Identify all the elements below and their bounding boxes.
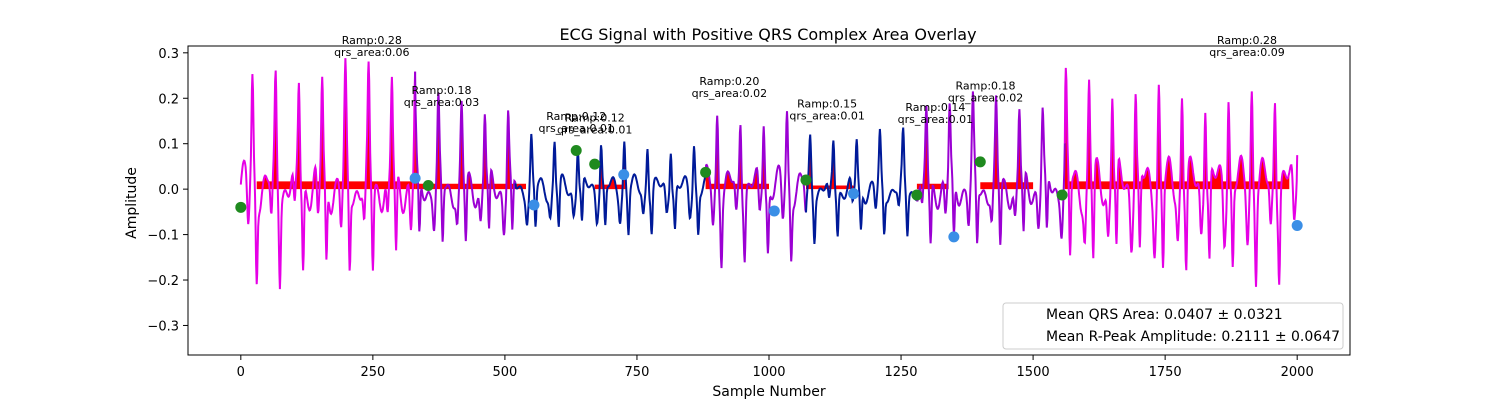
offset-marker-6 [1291,219,1303,231]
x-tick-label-1: 250 [360,365,385,380]
legend-box [1002,302,1344,350]
onset-marker-2 [570,145,582,157]
qrs-annotations: Ramp:0.28 qrs_area:0.06 Ramp:0.18 qrs_area:… [334,34,1285,136]
onset-marker-6 [911,189,923,201]
signal-segment-3 [704,111,807,269]
signal-segment-5 [915,91,1066,245]
onset-marker-0 [235,201,247,213]
qrs-annotation-3: Ramp:0.12 qrs_area:0.01 [557,111,632,136]
offset-marker-5 [948,231,960,243]
x-tick-label-0: 0 [237,365,245,380]
signal-segment-4 [805,127,918,244]
y-axis-ticks: −0.3 −0.2 −0.1 0.0 0.1 0.2 0.3 [147,47,188,334]
x-axis-ticks: 0 250 500 750 1000 1250 1500 1750 2000 [237,355,1314,380]
legend: Mean QRS Area: 0.0407 ± 0.0321 Mean R-Pe… [1002,302,1344,350]
offset-marker-4 [848,188,860,200]
y-tick-label-2: −0.1 [147,229,179,244]
y-tick-label-0: −0.3 [147,319,179,334]
x-tick-label-7: 1750 [1149,365,1182,380]
qrs-annotation-4: Ramp:0.20 qrs_area:0.02 [692,75,767,100]
x-tick-label-3: 750 [625,365,650,380]
offset-marker-2 [618,169,630,181]
y-tick-label-3: 0.0 [158,183,179,198]
onset-marker-7 [974,156,986,168]
y-tick-label-4: 0.1 [158,138,179,153]
y-tick-label-1: −0.2 [147,274,179,289]
signal-segment-2 [514,133,707,236]
x-tick-label-8: 2000 [1281,365,1314,380]
y-tick-label-6: 0.3 [158,47,179,62]
y-tick-label-5: 0.2 [158,92,179,107]
legend-entry-r-peak: Mean R-Peak Amplitude: 0.2111 ± 0.0647 [1046,329,1340,345]
onset-marker-8 [1056,189,1068,201]
y-axis-label: Amplitude [124,167,140,239]
qrs-markers [235,145,1303,243]
x-axis-label: Sample Number [712,384,825,400]
offset-marker-0 [409,172,421,184]
qrs-area-fill-4 [806,134,854,190]
signal-segment-0 [239,58,417,290]
qrs-annotation-7: Ramp:0.18 qrs_area:0.02 [948,80,1023,105]
qrs-annotation-8: Ramp:0.28 qrs_area:0.09 [1209,34,1284,59]
onset-marker-1 [422,180,434,192]
qrs-annotation-1: Ramp:0.18 qrs_area:0.03 [404,84,479,109]
onset-marker-5 [800,174,812,186]
qrs-annotation-5: Ramp:0.15 qrs_area:0.01 [789,98,864,123]
offset-marker-3 [768,205,780,217]
qrs-annotation-0: Ramp:0.28 qrs_area:0.06 [334,34,409,59]
qrs-area-fill-6 [980,95,1034,190]
qrs-annotation-6: Ramp:0.14 qrs_area:0.01 [898,101,973,126]
qrs-annotation-2: Ramp:0.12 qrs_area:0.01 [538,110,613,135]
onset-marker-3 [589,158,601,170]
chart-title: ECG Signal with Positive QRS Complex Are… [559,25,976,44]
x-tick-label-2: 500 [492,365,517,380]
x-tick-label-6: 1500 [1017,365,1050,380]
signal-segment-1 [414,71,517,242]
legend-entry-qrs-area: Mean QRS Area: 0.0407 ± 0.0321 [1046,307,1283,323]
x-tick-label-4: 1000 [752,365,785,380]
signal-segment-6 [1063,67,1299,287]
x-tick-label-5: 1250 [884,365,917,380]
offset-marker-1 [528,199,540,211]
onset-marker-4 [700,166,712,178]
ecg-signal-line [239,58,1299,290]
